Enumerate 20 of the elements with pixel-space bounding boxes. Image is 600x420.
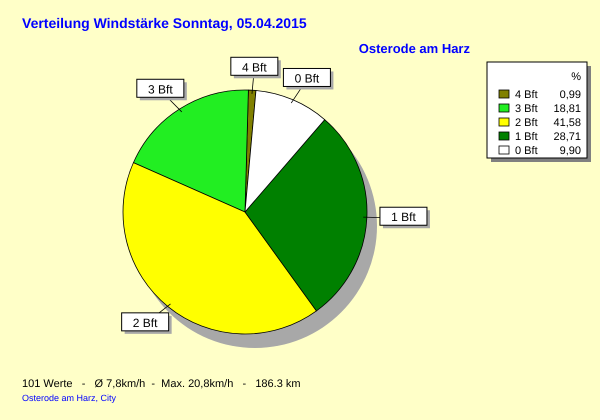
- text: 101 Werte - Ø 7,8km/h - Max. 20,8km/h - 186.3 km: [22, 378, 301, 390]
- slice-label: 4 Bft: [242, 60, 268, 74]
- text: Osterode am Harz, City: [22, 393, 117, 403]
- slice-label: 2 Bft: [132, 316, 158, 330]
- data-label: 28,71: [553, 131, 581, 143]
- data-label: 0,99: [560, 89, 581, 101]
- slice-label: 0 Bft: [294, 71, 320, 86]
- legend-label: 2 Bft: [515, 117, 538, 129]
- legend-label: 1 Bft: [515, 131, 538, 143]
- slice-label: 3 Bft: [148, 82, 174, 96]
- data-label: 41,58: [553, 117, 581, 129]
- slice-label: 1 Bft: [391, 210, 416, 224]
- data-label: 18,81: [553, 103, 581, 115]
- legend-label: 0 Bft: [515, 145, 538, 157]
- data-label: 9,90: [560, 145, 581, 157]
- legend-label: 3 Bft: [515, 103, 538, 115]
- legend-label: 4 Bft: [515, 89, 538, 101]
- chart-subtitle: Osterode am Harz: [358, 41, 470, 56]
- chart-title: Verteilung Windstärke Sonntag, 05.04.2015: [22, 15, 307, 31]
- legend-title: %: [571, 71, 582, 83]
